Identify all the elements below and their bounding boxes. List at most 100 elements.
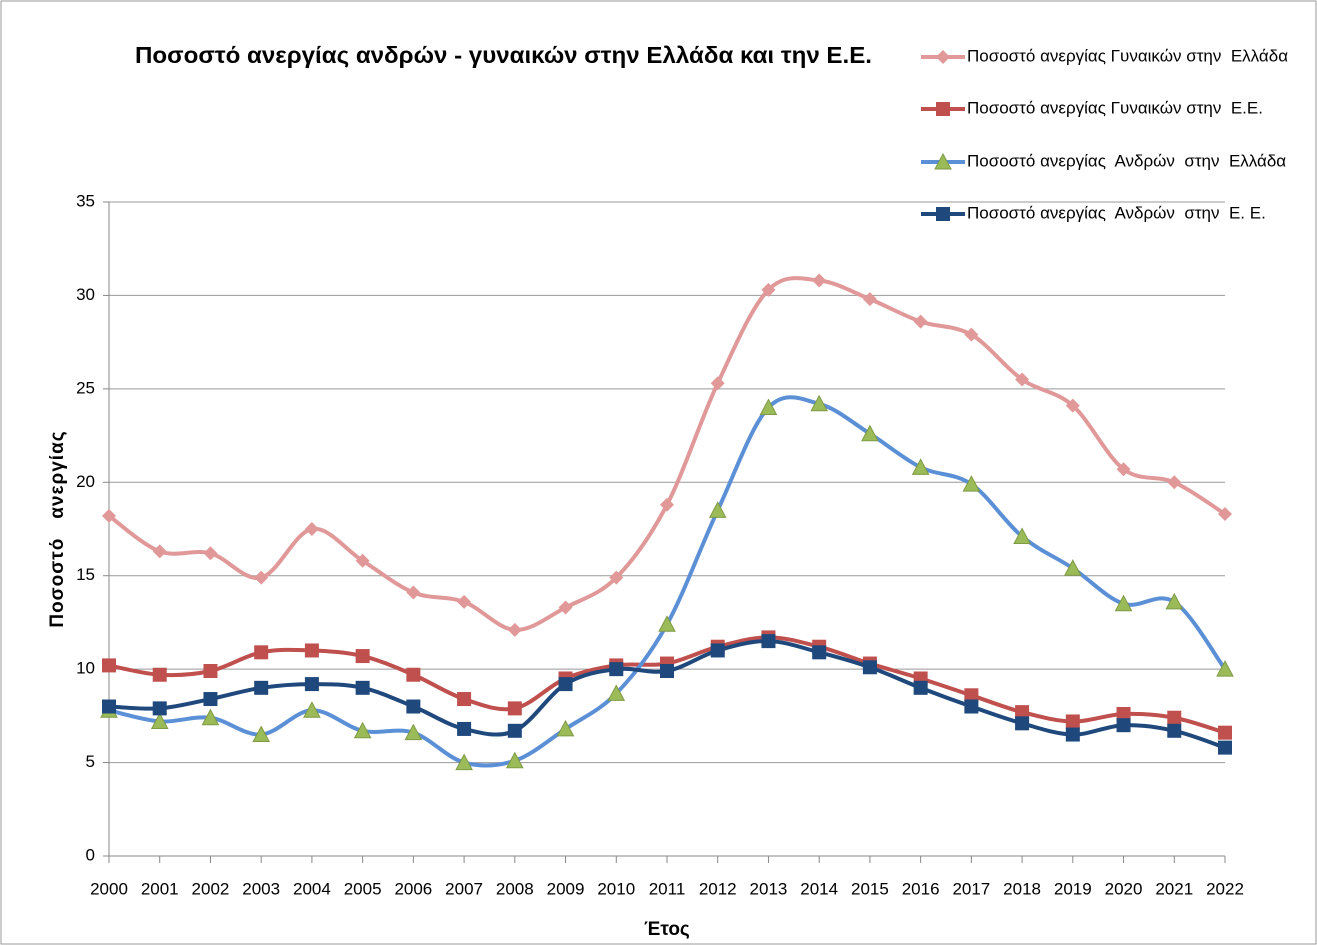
data-point: [1116, 718, 1131, 733]
data-point: [457, 692, 472, 707]
x-tick-label: 2006: [394, 879, 432, 898]
data-point: [203, 664, 218, 679]
data-point: [152, 544, 167, 559]
data-point: [457, 594, 472, 609]
data-point: [254, 570, 269, 585]
data-point: [1216, 660, 1234, 677]
legend-label: Ποσοστό ανεργίας Γυναικών στην Ε.Ε.: [967, 98, 1263, 117]
data-point: [406, 699, 421, 714]
data-point: [507, 622, 522, 637]
data-point: [1015, 716, 1030, 731]
x-tick-label: 2007: [445, 879, 483, 898]
data-point: [913, 314, 928, 329]
data-point: [660, 664, 674, 679]
data-point: [1063, 559, 1082, 576]
data-point: [102, 699, 116, 714]
x-tick-label: 2000: [90, 879, 128, 898]
data-point: [558, 600, 573, 615]
data-point: [455, 753, 473, 771]
data-point: [507, 701, 522, 716]
legend-marker: [936, 207, 950, 221]
data-point: [201, 708, 220, 726]
data-point: [254, 645, 269, 660]
x-tick-label: 2008: [496, 879, 534, 898]
x-tick-label: 2001: [141, 879, 179, 898]
data-point: [861, 424, 879, 442]
x-tick-label: 2016: [902, 879, 940, 898]
y-tick-label: 25: [76, 378, 95, 397]
data-point: [1015, 372, 1030, 387]
y-tick-label: 30: [76, 285, 95, 304]
x-axis-title: Έτος: [644, 919, 690, 940]
legend-marker: [934, 152, 952, 170]
x-tick-label: 2022: [1206, 879, 1244, 898]
data-point: [862, 292, 877, 307]
data-point: [761, 282, 776, 297]
data-point: [1065, 398, 1080, 413]
y-tick-label: 35: [76, 191, 95, 210]
y-tick-label: 10: [76, 659, 95, 678]
data-point: [252, 725, 271, 743]
data-point: [203, 546, 218, 561]
data-point: [609, 662, 624, 677]
data-point: [964, 327, 979, 342]
y-tick-label: 20: [76, 472, 95, 491]
data-point: [406, 585, 421, 600]
data-point: [152, 667, 167, 682]
data-point: [505, 751, 524, 769]
data-point: [203, 692, 218, 707]
x-tick-label: 2002: [192, 879, 230, 898]
data-point: [911, 458, 930, 475]
data-point: [710, 643, 725, 658]
data-point: [759, 398, 778, 416]
data-point: [1167, 710, 1182, 725]
data-point: [810, 394, 829, 412]
data-point: [152, 701, 167, 716]
legend-label: Ποσοστό ανεργίας Γυναικών στην Ελλάδα: [967, 46, 1288, 65]
data-point: [457, 721, 472, 736]
data-point: [558, 677, 573, 692]
data-point: [962, 475, 981, 492]
data-point: [1013, 527, 1031, 544]
x-tick-label: 2003: [242, 879, 280, 898]
data-point: [964, 688, 979, 703]
data-point: [102, 508, 116, 523]
x-tick-label: 2004: [293, 879, 331, 898]
x-tick-label: 2021: [1155, 879, 1193, 898]
x-tick-label: 2018: [1003, 879, 1041, 898]
data-point: [355, 553, 370, 568]
data-point: [1065, 714, 1080, 729]
x-tick-label: 2015: [851, 879, 889, 898]
data-point: [660, 497, 674, 512]
data-point: [304, 643, 319, 658]
data-point: [607, 684, 626, 701]
data-point: [355, 680, 370, 695]
data-point: [304, 522, 319, 536]
data-point: [304, 677, 319, 692]
data-point: [1065, 727, 1080, 742]
data-point: [1218, 725, 1232, 740]
data-point: [862, 660, 877, 675]
y-axis-title: Ποσοστό ανεργίας: [47, 430, 68, 627]
data-point: [964, 699, 979, 714]
data-point: [1116, 706, 1131, 721]
y-tick-label: 5: [86, 752, 95, 771]
x-tick-label: 2020: [1105, 879, 1143, 898]
data-point: [556, 719, 575, 737]
legend-label: Ποσοστό ανεργίας Ανδρών στην Ε. Ε.: [967, 203, 1266, 222]
data-point: [1167, 723, 1182, 738]
data-point: [609, 570, 624, 585]
data-point: [303, 701, 321, 718]
data-point: [1167, 475, 1182, 490]
x-tick-label: 2005: [344, 879, 382, 898]
data-point: [507, 723, 522, 738]
y-tick-label: 15: [76, 565, 95, 584]
data-point: [913, 680, 928, 695]
data-point: [710, 376, 725, 391]
data-point: [1015, 705, 1030, 720]
data-point: [353, 721, 372, 739]
data-point: [150, 712, 169, 729]
x-tick-label: 2017: [952, 879, 990, 898]
